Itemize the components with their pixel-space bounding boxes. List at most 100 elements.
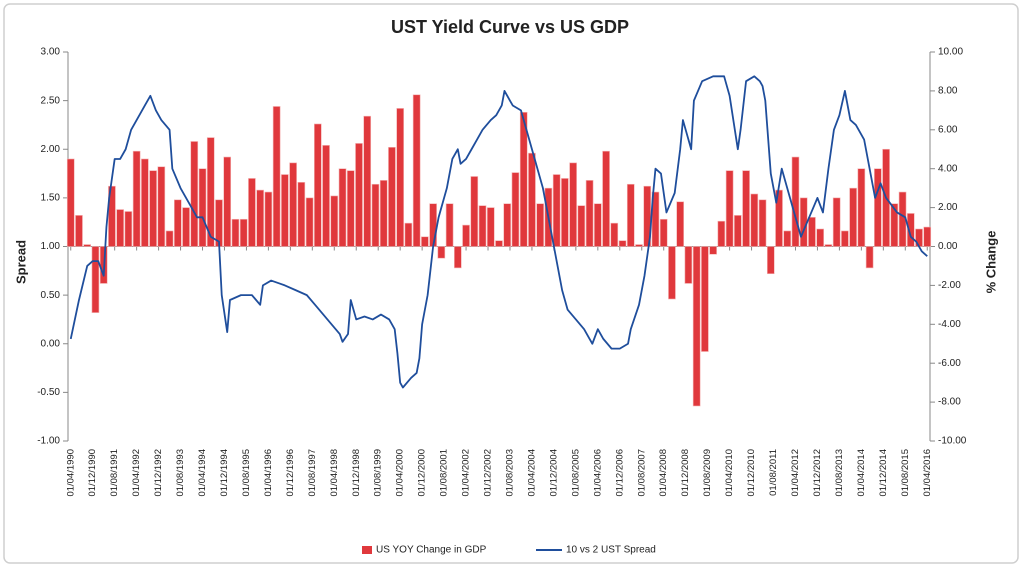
bar bbox=[149, 170, 157, 247]
y2-tick-label: 4.00 bbox=[938, 163, 958, 174]
x-tick-label: 01/08/1995 bbox=[241, 449, 252, 497]
bar bbox=[906, 213, 915, 247]
bar bbox=[519, 111, 528, 247]
bar bbox=[338, 168, 347, 247]
bar bbox=[791, 156, 800, 247]
bar bbox=[83, 244, 92, 247]
x-tick-label: 01/12/2004 bbox=[548, 449, 559, 497]
bar bbox=[388, 147, 396, 247]
y-tick-label: 2.50 bbox=[41, 95, 61, 106]
bar bbox=[454, 246, 462, 269]
bar bbox=[190, 141, 199, 247]
bar bbox=[66, 158, 75, 247]
y2-axis-title: % Change bbox=[983, 231, 998, 294]
bar bbox=[635, 244, 643, 247]
bar bbox=[157, 166, 166, 247]
bar bbox=[495, 240, 503, 247]
y2-tick-label: 0.00 bbox=[938, 241, 958, 252]
x-tick-label: 01/04/1996 bbox=[263, 449, 274, 497]
bar bbox=[734, 215, 742, 247]
y-tick-label: 0.50 bbox=[41, 290, 61, 301]
bar bbox=[552, 174, 561, 247]
bar bbox=[75, 215, 83, 247]
bar bbox=[717, 220, 726, 247]
y-tick-label: 3.00 bbox=[41, 47, 61, 58]
bar bbox=[396, 108, 404, 247]
line bbox=[69, 75, 928, 389]
y2-tick-label: -6.00 bbox=[938, 358, 961, 369]
bar bbox=[832, 197, 841, 247]
x-tick-label: 01/12/2002 bbox=[483, 449, 494, 497]
x-tick-label: 01/08/2015 bbox=[900, 449, 911, 497]
x-tick-label: 01/12/1992 bbox=[153, 449, 164, 497]
x-tick-label: 01/04/2000 bbox=[395, 449, 406, 497]
x-tick-label: 01/12/2012 bbox=[812, 449, 823, 497]
bar bbox=[330, 195, 339, 247]
y2-tick-label: -8.00 bbox=[938, 397, 961, 408]
bar bbox=[322, 145, 330, 247]
bar bbox=[577, 205, 586, 247]
x-tick-label: 01/08/1999 bbox=[373, 449, 384, 497]
bar bbox=[289, 162, 297, 247]
x-tick-label: 01/08/2005 bbox=[570, 449, 581, 497]
x-tick-label: 01/12/2006 bbox=[614, 449, 625, 497]
bar bbox=[379, 180, 388, 247]
x-tick-label: 01/08/2007 bbox=[636, 449, 647, 497]
bar bbox=[511, 172, 520, 247]
bar bbox=[198, 168, 207, 247]
x-tick-label: 01/12/2000 bbox=[417, 449, 428, 497]
y-tick-label: 1.50 bbox=[41, 193, 61, 204]
bar bbox=[816, 228, 824, 247]
bar bbox=[371, 183, 380, 247]
x-tick-label: 01/04/2012 bbox=[790, 449, 801, 497]
bar bbox=[725, 170, 734, 247]
bar bbox=[486, 207, 495, 247]
bar bbox=[421, 236, 429, 247]
y-axis-title: Spread bbox=[13, 240, 28, 284]
y2-tick-label: -10.00 bbox=[938, 436, 967, 447]
bar bbox=[346, 170, 355, 247]
x-tick-label: 01/04/2010 bbox=[724, 449, 735, 497]
bar bbox=[297, 182, 306, 247]
x-tick-label: 01/12/2008 bbox=[680, 449, 691, 497]
x-tick-label: 01/12/2010 bbox=[746, 449, 757, 497]
x-tick-label: 01/08/1991 bbox=[109, 449, 120, 497]
bar bbox=[676, 201, 684, 247]
bar bbox=[355, 143, 363, 247]
x-tick-label: 01/12/1998 bbox=[351, 449, 362, 497]
x-tick-label: 01/12/1990 bbox=[87, 449, 98, 497]
bar bbox=[684, 246, 693, 284]
bar bbox=[594, 203, 602, 247]
x-tick-label: 01/04/2002 bbox=[461, 449, 472, 497]
bar bbox=[174, 199, 182, 247]
bar bbox=[849, 187, 857, 247]
bar bbox=[182, 207, 190, 247]
bar bbox=[536, 203, 544, 247]
bar bbox=[281, 174, 289, 247]
bar bbox=[256, 189, 264, 247]
y2-tick-label: 10.00 bbox=[938, 47, 963, 58]
bar bbox=[445, 203, 454, 247]
x-tick-label: 01/08/2011 bbox=[768, 449, 779, 496]
bar bbox=[141, 158, 149, 247]
x-tick-label: 01/08/2003 bbox=[504, 449, 515, 497]
bar bbox=[569, 162, 577, 247]
bar bbox=[429, 203, 437, 247]
y-tick-label: -0.50 bbox=[37, 387, 60, 398]
bar bbox=[206, 137, 215, 247]
bar bbox=[742, 170, 750, 247]
bar bbox=[668, 246, 676, 300]
bar bbox=[314, 123, 322, 247]
bar bbox=[758, 199, 767, 247]
x-tick-label: 01/04/1994 bbox=[197, 449, 208, 497]
bar bbox=[750, 193, 759, 247]
bar bbox=[923, 226, 932, 247]
x-tick-label: 01/12/1996 bbox=[285, 449, 296, 497]
legend-label: 10 vs 2 UST Spread bbox=[566, 545, 656, 556]
bar bbox=[116, 209, 124, 247]
y-tick-label: -1.00 bbox=[37, 436, 60, 447]
bar bbox=[363, 115, 372, 247]
bar bbox=[865, 246, 874, 269]
